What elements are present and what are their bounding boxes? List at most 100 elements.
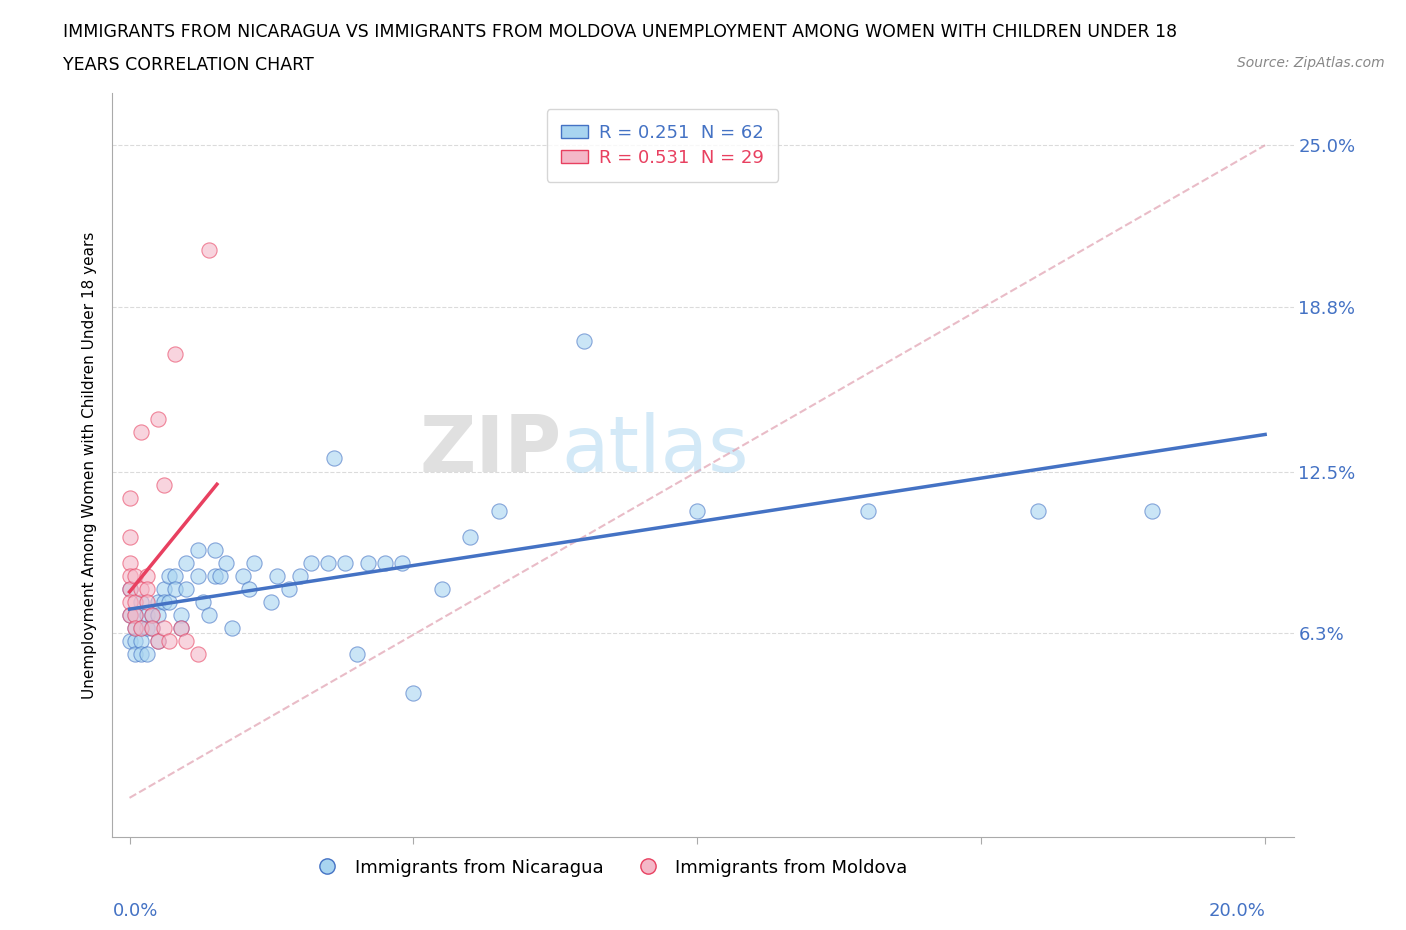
Point [266,568,288,583]
Point [221,620,243,635]
Point [118,568,141,583]
Point [141,607,163,622]
Point [260,594,283,609]
Point [163,347,186,362]
Point [124,607,146,622]
Point [209,568,232,583]
Point [157,568,180,583]
Point [124,633,146,648]
Point [152,581,174,596]
Point [129,620,152,635]
Point [146,594,169,609]
Point [118,555,141,570]
Point [118,607,141,622]
Point [204,568,226,583]
Point [187,542,209,557]
Point [187,568,209,583]
Point [238,581,260,596]
Point [335,555,357,570]
Text: IMMIGRANTS FROM NICARAGUA VS IMMIGRANTS FROM MOLDOVA UNEMPLOYMENT AMONG WOMEN WI: IMMIGRANTS FROM NICARAGUA VS IMMIGRANTS … [63,23,1177,41]
Point [124,620,146,635]
Point [129,581,152,596]
Point [430,581,453,596]
Point [1026,503,1049,518]
Point [118,633,141,648]
Text: YEARS CORRELATION CHART: YEARS CORRELATION CHART [63,56,314,73]
Point [135,647,157,662]
Point [135,620,157,635]
Point [198,607,221,622]
Point [157,594,180,609]
Point [488,503,510,518]
Point [141,607,163,622]
Point [193,594,215,609]
Point [129,425,152,440]
Point [277,581,299,596]
Point [152,477,174,492]
Point [232,568,254,583]
Point [135,607,157,622]
Text: ZIP: ZIP [419,412,561,488]
Point [391,555,413,570]
Point [146,412,169,427]
Text: 0.0%: 0.0% [112,902,157,921]
Point [129,633,152,648]
Point [174,555,197,570]
Point [135,568,157,583]
Point [135,581,157,596]
Legend: Immigrants from Nicaragua, Immigrants from Moldova: Immigrants from Nicaragua, Immigrants fr… [302,851,915,884]
Point [141,620,163,635]
Point [243,555,266,570]
Point [129,647,152,662]
Point [124,594,146,609]
Point [152,594,174,609]
Point [135,594,157,609]
Point [146,633,169,648]
Point [118,581,141,596]
Point [402,686,425,701]
Text: Source: ZipAtlas.com: Source: ZipAtlas.com [1237,56,1385,70]
Point [458,529,481,544]
Point [124,620,146,635]
Point [152,620,174,635]
Point [357,555,380,570]
Point [118,594,141,609]
Point [163,581,186,596]
Point [374,555,396,570]
Point [163,568,186,583]
Point [124,607,146,622]
Point [118,490,141,505]
Point [157,633,180,648]
Point [1140,503,1163,518]
Point [124,568,146,583]
Point [204,542,226,557]
Y-axis label: Unemployment Among Women with Children Under 18 years: Unemployment Among Women with Children U… [82,232,97,698]
Point [288,568,311,583]
Point [572,334,595,349]
Point [169,620,191,635]
Point [686,503,709,518]
Point [118,581,141,596]
Point [169,620,191,635]
Point [174,581,197,596]
Point [146,607,169,622]
Point [856,503,879,518]
Point [299,555,322,570]
Point [129,594,152,609]
Text: atlas: atlas [561,412,749,488]
Point [146,633,169,648]
Point [316,555,339,570]
Point [187,647,209,662]
Point [215,555,238,570]
Point [346,647,368,662]
Point [322,451,346,466]
Point [118,607,141,622]
Point [129,620,152,635]
Point [169,607,191,622]
Point [198,242,221,257]
Point [141,620,163,635]
Point [118,529,141,544]
Point [124,647,146,662]
Text: 20.0%: 20.0% [1208,902,1265,921]
Point [174,633,197,648]
